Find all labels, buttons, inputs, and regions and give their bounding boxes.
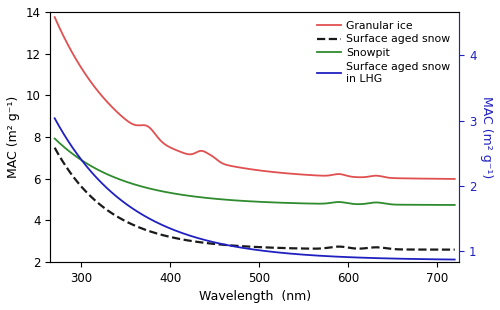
Y-axis label: MAC (m² g⁻¹): MAC (m² g⁻¹) xyxy=(7,96,20,178)
Y-axis label: MAC (m² g⁻¹): MAC (m² g⁻¹) xyxy=(480,96,493,178)
Legend: Granular ice, Surface aged snow, Snowpit, Surface aged snow
in LHG: Granular ice, Surface aged snow, Snowpit… xyxy=(314,17,454,87)
X-axis label: Wavelength  (nm): Wavelength (nm) xyxy=(198,290,311,303)
